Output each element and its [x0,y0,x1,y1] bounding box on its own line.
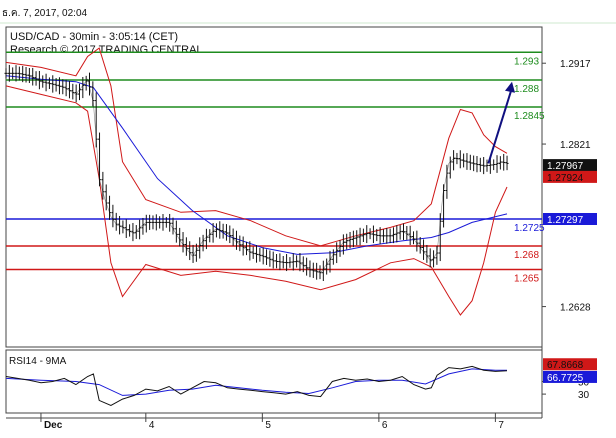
rsi-plot-area [5,349,543,414]
timestamp: ธ.ค. 7, 2017, 02:04 [2,8,88,19]
price-tick-label-1: 1.2821 [560,140,591,151]
chart-title: USD/CAD - 30min - 3:05:14 (CET) [10,31,178,43]
price-tick-label-0: 1.2917 [560,59,591,70]
rsi-tag-box-0 [543,358,597,371]
time-tick-label-4: 7 [498,420,504,431]
level-label-1: 1.288 [514,84,539,95]
rsi-ma-line [5,368,507,396]
price-line [6,73,508,274]
moving-average-line [5,75,508,255]
rsi-tag-box-1 [543,370,597,383]
level-label-5: 1.265 [514,274,539,285]
level-label-3: 1.2725 [514,223,545,234]
time-tick-label-3: 6 [382,420,388,431]
time-tick-label-2: 5 [265,420,271,431]
rsi-tag-1: 66.7725 [547,373,584,384]
forecast-arrow [487,87,513,164]
rsi-tick-label-0: 50 [578,378,590,389]
time-tick-label-0: Dec [44,420,63,431]
level-label-4: 1.268 [514,250,539,261]
price-plot-area [5,26,543,348]
price-tag-box-2 [543,213,597,225]
price-tag-0: 1.27967 [547,161,584,172]
bollinger-lower-line [5,85,508,316]
level-label-0: 1.293 [514,56,539,67]
rsi-title: RSI14 - 9MA [9,356,67,367]
level-label-2: 1.2845 [514,111,545,122]
price-tag-box-0 [543,159,597,172]
bollinger-upper-line [5,47,508,247]
forecast-arrow-head [505,81,515,93]
price-tag-1: 1.27924 [547,173,584,184]
chart-credit: Research © 2017 TRADING CENTRAL [10,44,203,56]
time-tick-label-1: 4 [149,420,155,431]
rsi-tick-label-1: 30 [578,390,590,401]
price-tick-label-2: 1.2628 [560,303,591,314]
price-bar [505,155,509,171]
rsi-tag-0: 67.8668 [547,360,584,371]
rsi-line [5,365,508,406]
price-tag-box-1 [543,170,597,183]
price-tag-2: 1.27297 [547,215,584,226]
